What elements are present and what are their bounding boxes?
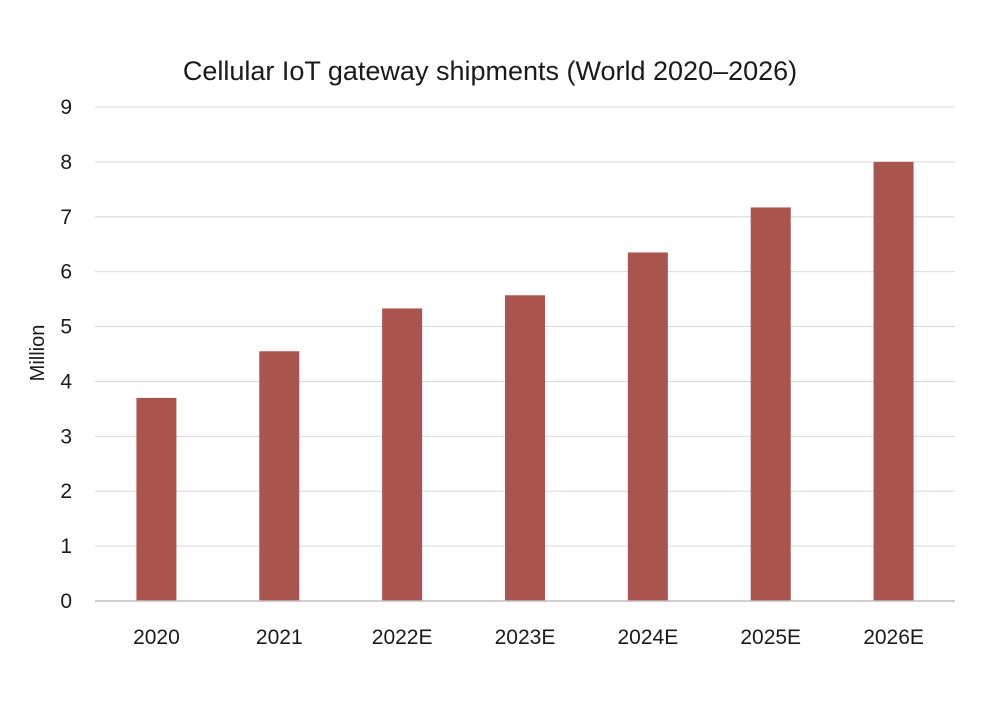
y-tick-label: 4	[60, 370, 72, 393]
y-axis-label: Million	[27, 325, 49, 382]
x-tick-label: 2024E	[617, 626, 678, 649]
y-tick-label: 3	[60, 425, 72, 448]
bar-2020	[136, 397, 177, 601]
bar-2025e	[750, 207, 791, 602]
bar-2023e	[505, 295, 545, 601]
chart-title: Cellular IoT gateway shipments (World 20…	[183, 56, 797, 86]
x-axis-ticks: 2020 2021 2022E 2023E 2024E 2025E 2026E	[133, 626, 924, 649]
y-tick-label: 6	[60, 261, 72, 284]
y-tick-label: 0	[60, 590, 72, 613]
bar-2022e	[382, 308, 423, 601]
y-axis-ticks: 0 1 2 3 4 5 6 7 8 9	[60, 96, 72, 613]
x-tick-label: 2022E	[372, 626, 433, 649]
x-tick-label: 2025E	[740, 626, 801, 649]
x-tick-label: 2021	[256, 626, 303, 649]
y-tick-label: 7	[60, 206, 72, 229]
x-tick-label: 2020	[133, 626, 180, 649]
y-tick-label: 1	[60, 535, 72, 558]
y-tick-label: 8	[60, 151, 72, 174]
bar-2026e	[873, 161, 914, 601]
y-tick-label: 2	[60, 480, 72, 503]
bar-2021	[259, 351, 300, 601]
bars	[136, 161, 914, 602]
x-tick-label: 2026E	[863, 626, 924, 649]
x-tick-label: 2023E	[495, 626, 556, 649]
bar-2024e	[627, 252, 668, 601]
y-tick-label: 9	[60, 96, 72, 119]
y-tick-label: 5	[60, 316, 72, 339]
